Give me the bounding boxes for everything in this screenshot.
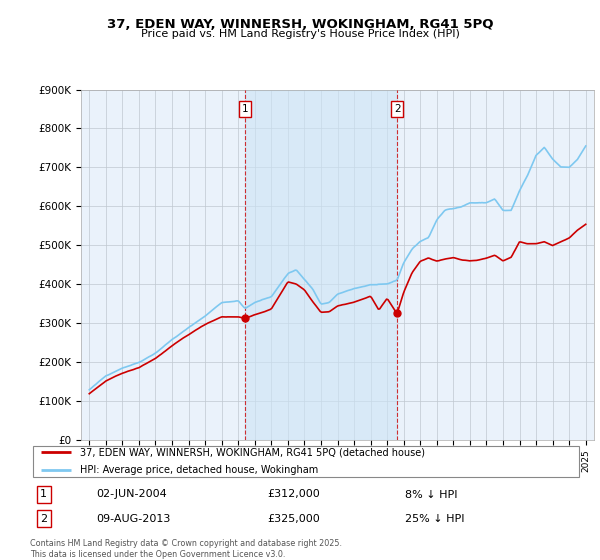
Text: Price paid vs. HM Land Registry's House Price Index (HPI): Price paid vs. HM Land Registry's House … xyxy=(140,29,460,39)
Text: 2: 2 xyxy=(40,514,47,524)
Text: 37, EDEN WAY, WINNERSH, WOKINGHAM, RG41 5PQ: 37, EDEN WAY, WINNERSH, WOKINGHAM, RG41 … xyxy=(107,18,493,31)
Text: 1: 1 xyxy=(40,489,47,500)
Text: 25% ↓ HPI: 25% ↓ HPI xyxy=(406,514,465,524)
FancyBboxPatch shape xyxy=(33,446,579,477)
Text: Contains HM Land Registry data © Crown copyright and database right 2025.
This d: Contains HM Land Registry data © Crown c… xyxy=(30,539,342,559)
Text: 8% ↓ HPI: 8% ↓ HPI xyxy=(406,489,458,500)
Text: 1: 1 xyxy=(242,104,248,114)
Text: £325,000: £325,000 xyxy=(268,514,320,524)
Text: 09-AUG-2013: 09-AUG-2013 xyxy=(96,514,170,524)
Text: £312,000: £312,000 xyxy=(268,489,320,500)
Bar xyxy=(245,90,397,440)
Text: 2: 2 xyxy=(394,104,400,114)
Text: HPI: Average price, detached house, Wokingham: HPI: Average price, detached house, Woki… xyxy=(80,465,318,475)
Text: 37, EDEN WAY, WINNERSH, WOKINGHAM, RG41 5PQ (detached house): 37, EDEN WAY, WINNERSH, WOKINGHAM, RG41 … xyxy=(80,447,425,457)
Text: 02-JUN-2004: 02-JUN-2004 xyxy=(96,489,167,500)
